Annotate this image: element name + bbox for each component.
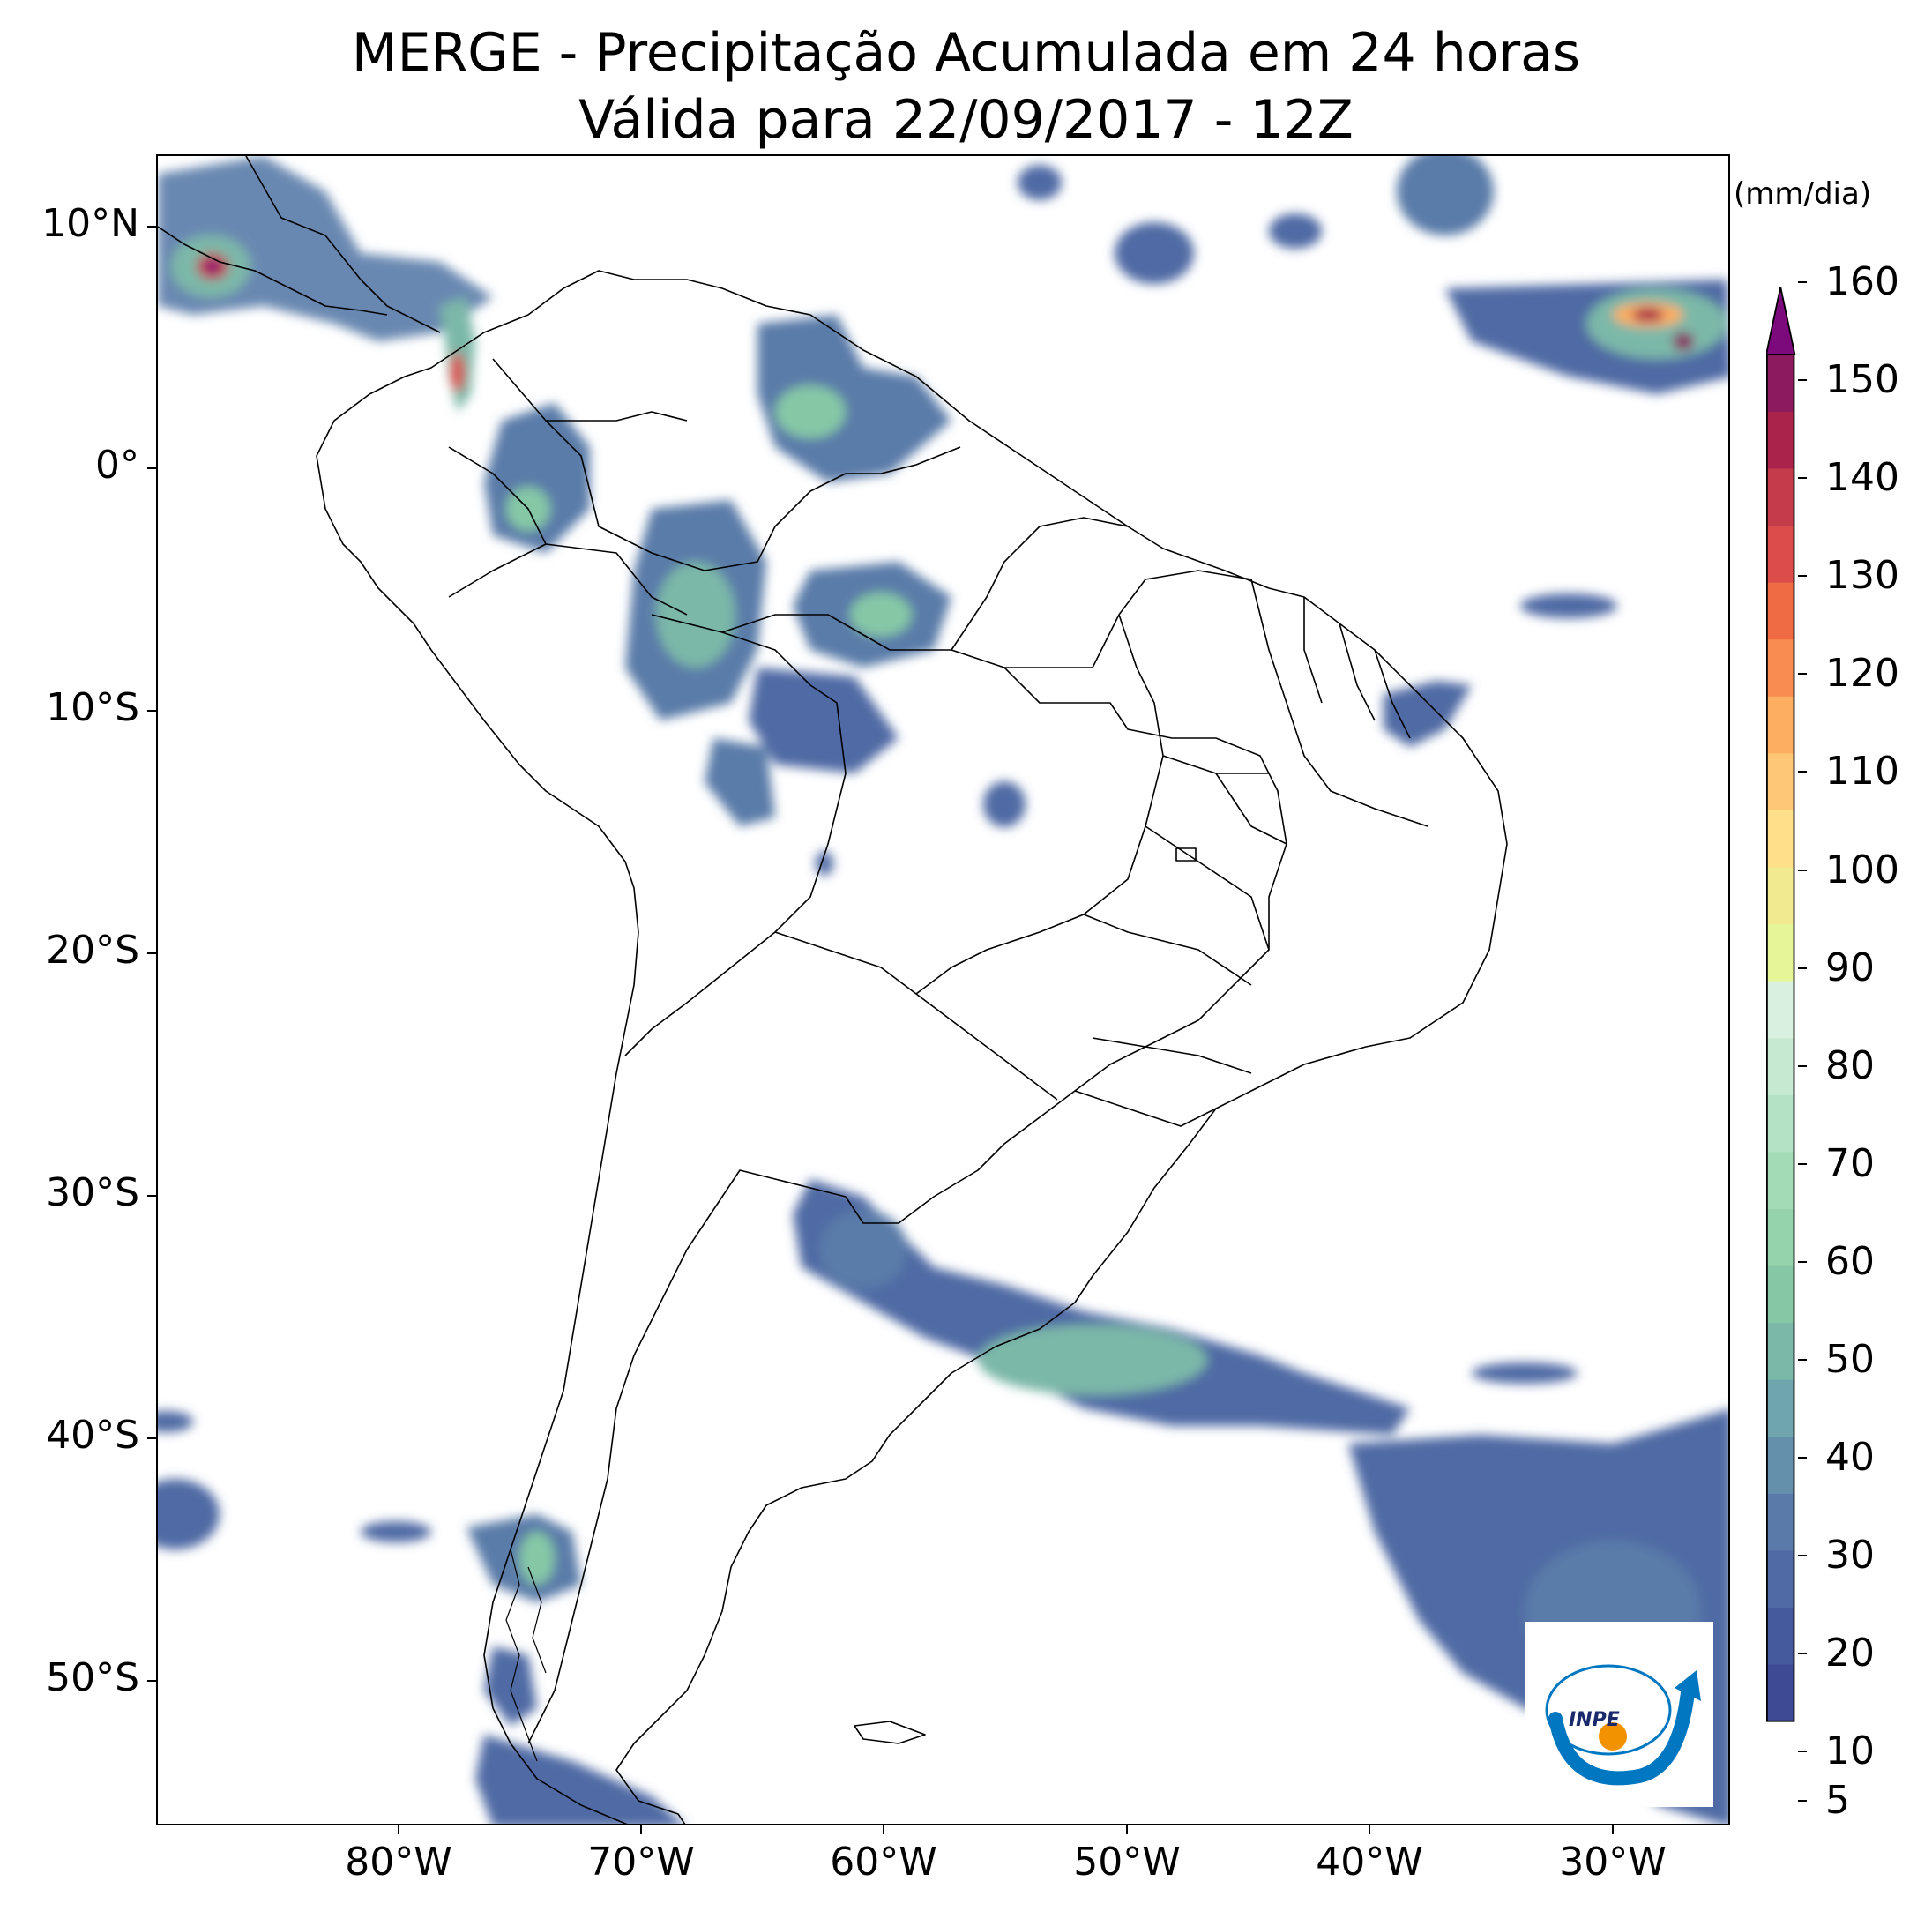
colorbar-tick-label: 80 bbox=[1825, 1042, 1875, 1088]
colorbar-segment bbox=[1766, 867, 1794, 925]
map-area[interactable] bbox=[156, 154, 1730, 1825]
arrow-head-icon bbox=[1675, 1670, 1701, 1701]
lat-label-10s: 10°S bbox=[46, 685, 139, 730]
inpe-logo-text: INPE bbox=[1569, 1709, 1620, 1731]
colorbar-tick bbox=[1798, 1064, 1807, 1067]
colorbar-segment bbox=[1766, 923, 1794, 982]
arc-arrow-icon bbox=[1548, 1685, 1695, 1786]
lon-label-30w: 30°W bbox=[1559, 1840, 1667, 1885]
lat-label-40s: 40°S bbox=[46, 1413, 139, 1458]
lat-label-20s: 20°S bbox=[46, 928, 139, 973]
precipitation-layer bbox=[158, 156, 1728, 1824]
colorbar-tick-label: 60 bbox=[1825, 1238, 1875, 1284]
central-america-coast bbox=[158, 156, 441, 333]
lon-label-60w: 60°W bbox=[830, 1840, 937, 1885]
inpe-logo: INPE bbox=[1525, 1622, 1713, 1807]
lon-label-50w: 50°W bbox=[1073, 1840, 1181, 1885]
lat-label-50s: 50°S bbox=[46, 1655, 139, 1700]
colorbar-tick bbox=[1798, 1260, 1807, 1263]
colorbar-tick bbox=[1798, 477, 1807, 480]
federal-district-border bbox=[1175, 847, 1197, 862]
colorbar-tick-label: 30 bbox=[1825, 1533, 1875, 1579]
colorbar-tick-label: 160 bbox=[1825, 259, 1899, 304]
colorbar-segment bbox=[1766, 752, 1794, 810]
colorbar-tick-label: 130 bbox=[1825, 553, 1899, 599]
colorbar-tick bbox=[1798, 1555, 1807, 1557]
map-svg bbox=[158, 156, 1728, 1824]
colorbar-tick-label: 120 bbox=[1825, 651, 1899, 697]
colorbar-segment bbox=[1766, 1607, 1794, 1665]
colorbar-segment bbox=[1766, 582, 1794, 640]
colorbar-segment bbox=[1766, 1664, 1794, 1722]
lon-label-70w: 70°W bbox=[587, 1840, 695, 1885]
colorbar-segment bbox=[1766, 696, 1794, 754]
colorbar-outline bbox=[1766, 354, 1795, 1722]
colorbar-segment bbox=[1766, 1265, 1794, 1324]
colorbar-segment bbox=[1766, 468, 1794, 526]
colorbar bbox=[1766, 287, 1796, 1722]
colorbar-segment bbox=[1766, 1379, 1794, 1437]
colorbar-tick-label: 150 bbox=[1825, 357, 1899, 403]
colorbar-tick-label: 70 bbox=[1825, 1140, 1875, 1186]
colorbar-tick-label: 140 bbox=[1825, 455, 1899, 501]
colorbar-segment bbox=[1766, 1208, 1794, 1266]
state-borders bbox=[951, 517, 1428, 1127]
colorbar-tick bbox=[1798, 1800, 1807, 1802]
colorbar-segment bbox=[1766, 1094, 1794, 1153]
colorbar-tick bbox=[1798, 281, 1807, 283]
colorbar-segment bbox=[1766, 638, 1794, 697]
colorbar-tick bbox=[1798, 1751, 1807, 1753]
colorbar-unit: (mm/dia) bbox=[1734, 176, 1872, 212]
colorbar-tick-label: 110 bbox=[1825, 749, 1899, 795]
colorbar-tick bbox=[1798, 1653, 1807, 1655]
sun-dot-icon bbox=[1599, 1722, 1627, 1751]
colorbar-segment bbox=[1766, 1493, 1794, 1551]
lat-label-10n: 10°N bbox=[41, 201, 139, 246]
borders-layer bbox=[158, 156, 1508, 1824]
colorbar-segment bbox=[1766, 354, 1794, 412]
colorbar-segment bbox=[1766, 1436, 1794, 1494]
lat-label-30s: 30°S bbox=[46, 1170, 139, 1215]
colorbar-segment bbox=[1766, 810, 1794, 868]
colorbar-tick-label: 20 bbox=[1825, 1631, 1875, 1676]
colorbar-segment bbox=[1766, 1549, 1794, 1608]
colorbar-tick-label: 40 bbox=[1825, 1435, 1875, 1481]
title-line-2: Válida para 22/09/2017 - 12Z bbox=[578, 89, 1354, 151]
colorbar-tick bbox=[1798, 575, 1807, 578]
colorbar-tick bbox=[1798, 869, 1807, 871]
colorbar-tick bbox=[1798, 1359, 1807, 1362]
south-america-coastline bbox=[316, 270, 1508, 1824]
colorbar-tick-label: 100 bbox=[1825, 847, 1899, 892]
colorbar-segment bbox=[1766, 411, 1794, 469]
colorbar-extend-arrow bbox=[1766, 287, 1796, 355]
lat-label-0: 0° bbox=[95, 443, 139, 488]
orbit-icon bbox=[1545, 1664, 1672, 1756]
colorbar-segment bbox=[1766, 525, 1794, 583]
colorbar-segment bbox=[1766, 1322, 1794, 1380]
colorbar-tick-label: 5 bbox=[1825, 1778, 1850, 1823]
colorbar-segment bbox=[1766, 1037, 1794, 1095]
colorbar-tick-label: 90 bbox=[1825, 944, 1875, 990]
colorbar-segment bbox=[1766, 981, 1794, 1039]
colorbar-tick bbox=[1798, 673, 1807, 676]
colorbar-tick bbox=[1798, 1457, 1807, 1459]
colorbar-tick bbox=[1798, 379, 1807, 382]
colorbar-segments bbox=[1766, 354, 1794, 1722]
map-title: MERGE - Precipitação Acumulada em 24 hor… bbox=[0, 19, 1932, 153]
lon-label-80w: 80°W bbox=[345, 1840, 452, 1885]
title-line-1: MERGE - Precipitação Acumulada em 24 hor… bbox=[351, 22, 1581, 84]
colorbar-tick-label: 50 bbox=[1825, 1337, 1875, 1383]
colorbar-tick-label: 10 bbox=[1825, 1728, 1875, 1774]
country-borders bbox=[448, 358, 1287, 1744]
falklands-coast bbox=[854, 1721, 926, 1744]
lon-label-40w: 40°W bbox=[1316, 1840, 1423, 1885]
colorbar-tick bbox=[1798, 771, 1807, 773]
colorbar-tick bbox=[1798, 1162, 1807, 1165]
colorbar-segment bbox=[1766, 1151, 1794, 1209]
colorbar-tick bbox=[1798, 967, 1807, 969]
